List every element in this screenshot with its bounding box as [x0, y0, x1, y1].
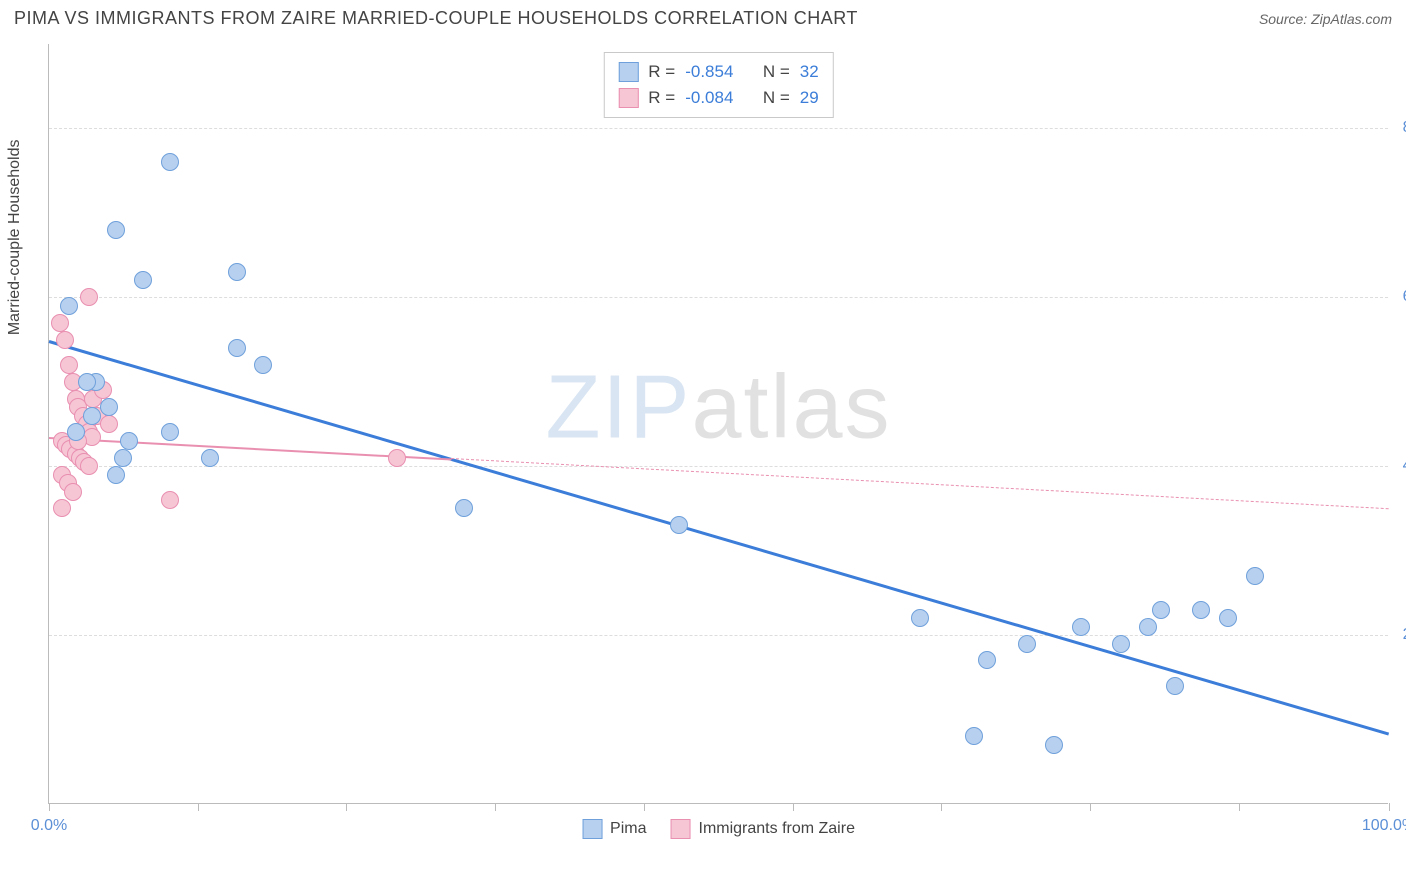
data-point — [53, 499, 71, 517]
y-axis-label: Married-couple Households — [6, 139, 24, 335]
stat-n-value-series2: 29 — [800, 85, 819, 111]
data-point — [83, 407, 101, 425]
legend-label-series1: Pima — [610, 820, 646, 838]
data-point — [1246, 567, 1264, 585]
x-tick-label: 0.0% — [31, 817, 67, 835]
data-point — [1166, 677, 1184, 695]
data-point — [1112, 635, 1130, 653]
data-point — [78, 373, 96, 391]
data-point — [254, 356, 272, 374]
watermark-part2: atlas — [691, 358, 891, 458]
data-point — [51, 314, 69, 332]
stat-n-label: N = — [763, 59, 790, 85]
data-point — [965, 727, 983, 745]
series-legend: Pima Immigrants from Zaire — [582, 819, 855, 839]
legend-label-series2: Immigrants from Zaire — [698, 820, 854, 838]
stat-r-label: R = — [648, 85, 675, 111]
stats-row-series2: R = -0.084 N = 29 — [618, 85, 818, 111]
stat-n-label: N = — [763, 85, 790, 111]
data-point — [80, 288, 98, 306]
data-point — [100, 415, 118, 433]
data-point — [56, 331, 74, 349]
gridline — [49, 635, 1388, 636]
swatch-series1 — [618, 62, 638, 82]
x-tick-label: 100.0% — [1362, 817, 1406, 835]
watermark: ZIPatlas — [545, 357, 891, 460]
trend-line — [49, 340, 1390, 736]
y-tick-label: 80.0% — [1393, 119, 1406, 137]
stats-row-series1: R = -0.854 N = 32 — [618, 59, 818, 85]
data-point — [1018, 635, 1036, 653]
gridline — [49, 466, 1388, 467]
x-tick — [346, 803, 347, 811]
x-tick — [49, 803, 50, 811]
x-tick — [198, 803, 199, 811]
data-point — [228, 263, 246, 281]
gridline — [49, 128, 1388, 129]
swatch-series2 — [618, 88, 638, 108]
data-point — [60, 356, 78, 374]
data-point — [228, 339, 246, 357]
data-point — [100, 398, 118, 416]
stat-r-value-series2: -0.084 — [685, 85, 733, 111]
data-point — [670, 516, 688, 534]
legend-swatch-series2 — [670, 819, 690, 839]
data-point — [120, 432, 138, 450]
source-attribution: Source: ZipAtlas.com — [1259, 11, 1392, 27]
data-point — [1219, 609, 1237, 627]
data-point — [60, 297, 78, 315]
stat-r-value-series1: -0.854 — [685, 59, 733, 85]
x-tick — [1239, 803, 1240, 811]
data-point — [161, 491, 179, 509]
watermark-part1: ZIP — [545, 358, 691, 458]
chart-plot-area: Married-couple Households ZIPatlas R = -… — [48, 44, 1388, 804]
legend-swatch-series1 — [582, 819, 602, 839]
stat-r-label: R = — [648, 59, 675, 85]
data-point — [114, 449, 132, 467]
x-tick — [1389, 803, 1390, 811]
data-point — [80, 457, 98, 475]
x-tick — [941, 803, 942, 811]
y-tick-label: 60.0% — [1393, 288, 1406, 306]
data-point — [1192, 601, 1210, 619]
data-point — [107, 221, 125, 239]
data-point — [161, 423, 179, 441]
data-point — [1152, 601, 1170, 619]
data-point — [1139, 618, 1157, 636]
x-tick — [1090, 803, 1091, 811]
data-point — [134, 271, 152, 289]
y-tick-label: 40.0% — [1393, 457, 1406, 475]
stat-n-value-series1: 32 — [800, 59, 819, 85]
data-point — [388, 449, 406, 467]
chart-title: PIMA VS IMMIGRANTS FROM ZAIRE MARRIED-CO… — [14, 8, 858, 29]
legend-item-series1: Pima — [582, 819, 646, 839]
x-tick — [495, 803, 496, 811]
data-point — [1045, 736, 1063, 754]
y-tick-label: 20.0% — [1393, 626, 1406, 644]
data-point — [67, 423, 85, 441]
data-point — [455, 499, 473, 517]
data-point — [107, 466, 125, 484]
data-point — [64, 483, 82, 501]
data-point — [911, 609, 929, 627]
data-point — [978, 651, 996, 669]
x-tick — [644, 803, 645, 811]
x-tick — [793, 803, 794, 811]
gridline — [49, 297, 1388, 298]
legend-item-series2: Immigrants from Zaire — [670, 819, 854, 839]
data-point — [1072, 618, 1090, 636]
data-point — [201, 449, 219, 467]
correlation-stats-box: R = -0.854 N = 32 R = -0.084 N = 29 — [603, 52, 833, 118]
data-point — [161, 153, 179, 171]
